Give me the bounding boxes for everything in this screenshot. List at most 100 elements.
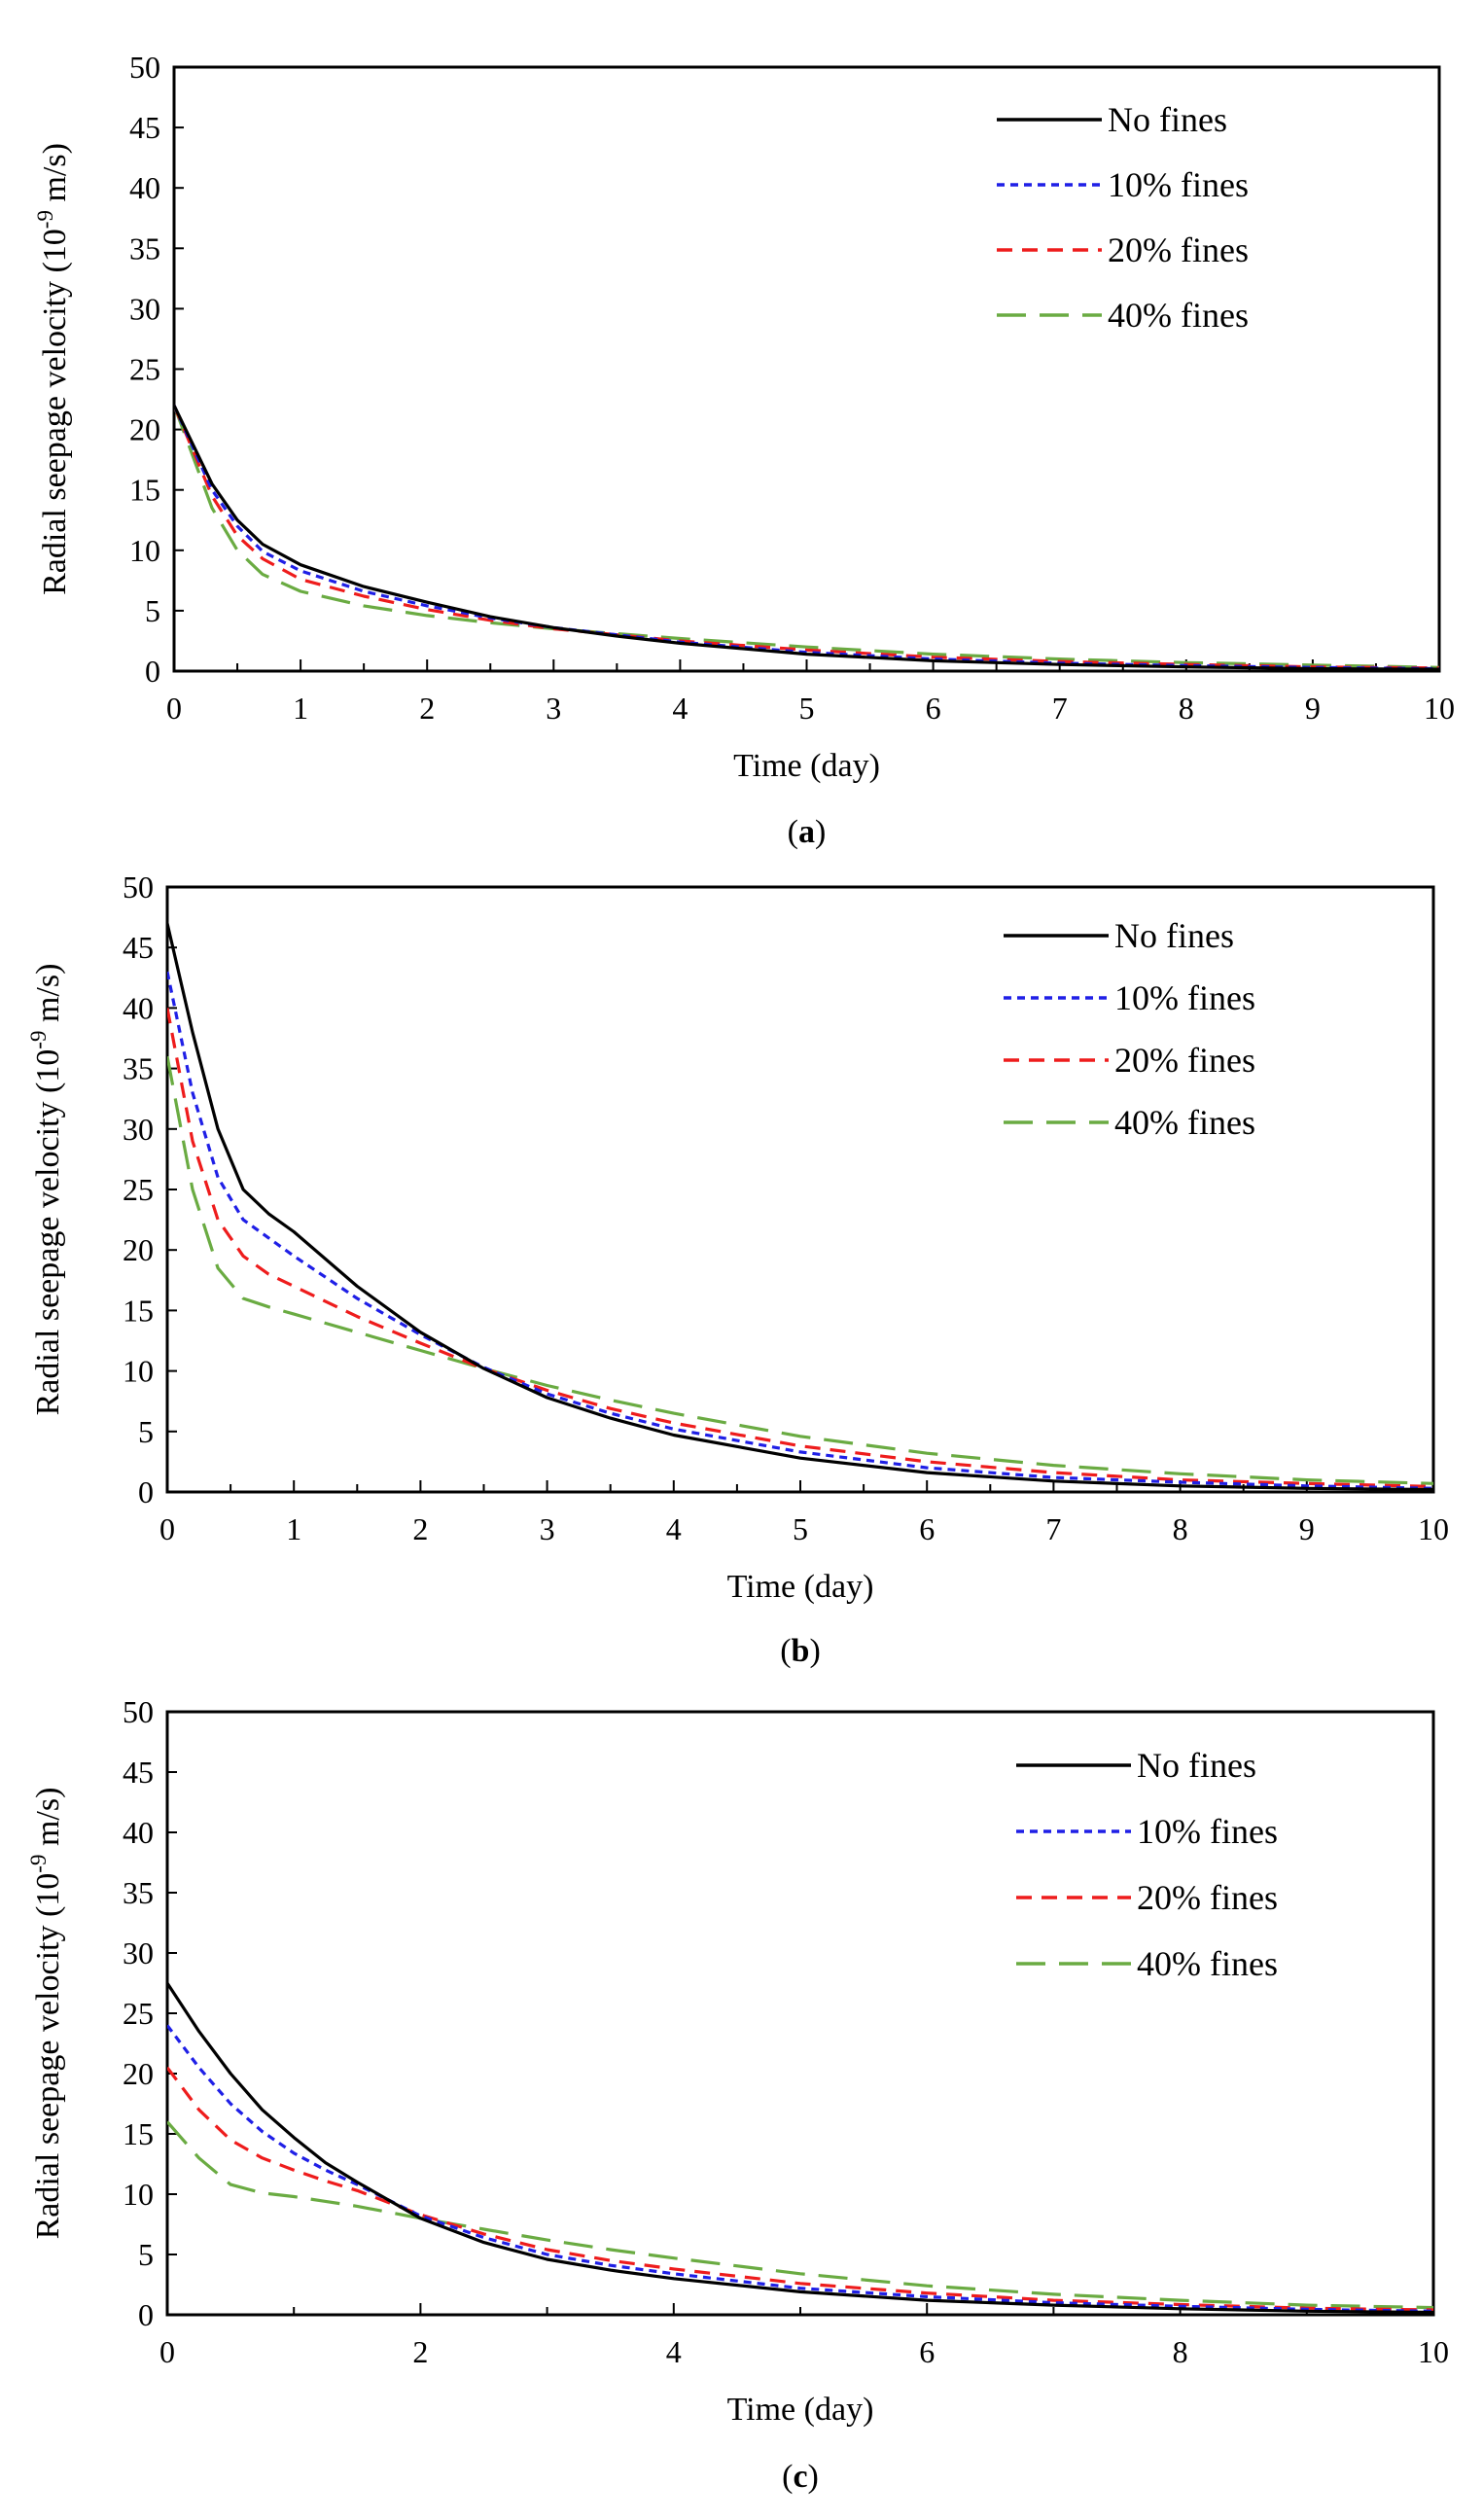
x-tick-label: 10: [1418, 2334, 1449, 2369]
y-tick-label: 15: [129, 473, 160, 508]
y-tick-label: 5: [138, 1414, 154, 1449]
legend: No fines 10% fines 20% fines 40% fines: [1004, 916, 1255, 1142]
legend-label: 40% fines: [1137, 1944, 1278, 1983]
series-line-40-fines: [174, 405, 1439, 669]
y-tick-label: 50: [129, 50, 160, 85]
y-tick-label: 20: [129, 412, 160, 447]
y-tick-label: 50: [123, 1694, 154, 1729]
x-tick-label: 0: [166, 691, 182, 726]
series-line-10-fines: [167, 2024, 1433, 2313]
x-tick-label: 8: [1173, 1511, 1188, 1546]
series-line-10-fines: [167, 971, 1433, 1490]
legend: No fines 10% fines 20% fines 40% fines: [997, 100, 1249, 335]
series-line-40-fines: [167, 1055, 1433, 1485]
legend-label: 10% fines: [1108, 165, 1249, 204]
x-axis-title: Time (day): [727, 2392, 874, 2428]
y-tick-label: 0: [145, 654, 160, 689]
x-tick-label: 2: [419, 691, 435, 726]
legend-label: 40% fines: [1108, 296, 1249, 335]
y-tick-label: 25: [123, 1996, 154, 2031]
x-tick-label: 1: [293, 691, 308, 726]
x-tick-label: 7: [1045, 1511, 1061, 1546]
y-axis-title: Radial seepage velocity (10-9 m/s): [26, 964, 66, 1416]
x-tick-label: 4: [666, 2334, 682, 2369]
x-tick-label: 10: [1418, 1511, 1449, 1546]
legend-label: No fines: [1137, 1746, 1256, 1785]
legend-label: No fines: [1114, 916, 1234, 955]
y-tick-label: 20: [123, 2056, 154, 2091]
panel-caption: (c): [782, 2459, 819, 2495]
x-tick-label: 9: [1305, 691, 1321, 726]
series-line-20-fines: [167, 2066, 1433, 2312]
x-tick-label: 9: [1299, 1511, 1315, 1546]
series-group: [174, 405, 1439, 671]
x-tick-label: 1: [286, 1511, 301, 1546]
y-tick-label: 40: [123, 1815, 154, 1850]
y-tick-label: 25: [123, 1172, 154, 1207]
x-tick-label: 0: [159, 1511, 175, 1546]
series-group: [167, 1982, 1433, 2315]
x-tick-label: 0: [159, 2334, 175, 2369]
series-line-no-fines: [174, 405, 1439, 671]
legend-label: 10% fines: [1114, 978, 1255, 1017]
series-line-10-fines: [174, 405, 1439, 671]
legend-label: No fines: [1108, 100, 1227, 139]
y-tick-label: 30: [123, 1935, 154, 1970]
y-tick-label: 50: [123, 870, 154, 905]
x-tick-label: 10: [1424, 691, 1455, 726]
plot-frame: [165, 1710, 1435, 2317]
x-tick-label: 7: [1052, 691, 1068, 726]
chart-panel-c: 0 5 10 15 20 25 30 35 40 45 50 0 2 4 6 8 10 Time (day) Rad…: [26, 1694, 1449, 2495]
x-tick-label: 6: [919, 2334, 935, 2369]
panel-caption: (b): [780, 1633, 821, 1669]
x-axis-title: Time (day): [727, 1569, 874, 1605]
x-tick-label: 5: [793, 1511, 808, 1546]
legend-label: 10% fines: [1137, 1812, 1278, 1851]
y-axis-title: Radial seepage velocity (10-9 m/s): [26, 1788, 66, 2240]
x-tick-label: 8: [1173, 2334, 1188, 2369]
legend: No fines 10% fines 20% fines 40% fines: [1016, 1746, 1278, 1983]
series-group: [167, 922, 1433, 1492]
y-tick-label: 25: [129, 352, 160, 387]
x-tick-label: 2: [412, 1511, 428, 1546]
x-tick-label: 4: [666, 1511, 682, 1546]
y-tick-label: 45: [123, 930, 154, 965]
panel-caption: (a): [788, 814, 827, 850]
y-tick-label: 45: [123, 1755, 154, 1790]
plot-frame: [172, 65, 1441, 673]
y-tick-label: 10: [123, 1354, 154, 1389]
series-line-no-fines: [167, 1982, 1433, 2315]
y-tick-label: 20: [123, 1232, 154, 1267]
y-tick-label: 40: [123, 990, 154, 1025]
y-tick-label: 5: [138, 2237, 154, 2272]
x-tick-label: 4: [672, 691, 688, 726]
y-tick-label: 30: [123, 1112, 154, 1147]
x-tick-label: 6: [919, 1511, 935, 1546]
series-line-no-fines: [167, 922, 1433, 1492]
series-line-20-fines: [167, 1008, 1433, 1488]
y-tick-label: 40: [129, 170, 160, 205]
x-tick-label: 6: [926, 691, 941, 726]
x-tick-label: 3: [540, 1511, 555, 1546]
y-tick-label: 30: [129, 291, 160, 326]
x-tick-label: 8: [1179, 691, 1194, 726]
y-tick-label: 0: [138, 2297, 154, 2332]
y-tick-label: 35: [123, 1875, 154, 1910]
y-tick-label: 15: [123, 2116, 154, 2151]
x-tick-label: 2: [412, 2334, 428, 2369]
legend-label: 20% fines: [1114, 1041, 1255, 1080]
y-tick-label: 10: [129, 533, 160, 568]
x-axis-title: Time (day): [733, 748, 880, 784]
y-tick-label: 15: [123, 1293, 154, 1328]
legend-label: 20% fines: [1108, 231, 1249, 269]
x-tick-label: 3: [546, 691, 561, 726]
series-line-20-fines: [174, 405, 1439, 670]
y-tick-label: 45: [129, 110, 160, 145]
y-tick-label: 0: [138, 1474, 154, 1509]
legend-label: 40% fines: [1114, 1103, 1255, 1142]
y-axis-title: Radial seepage velocity (10-9 m/s): [33, 143, 73, 595]
legend-label: 20% fines: [1137, 1878, 1278, 1917]
